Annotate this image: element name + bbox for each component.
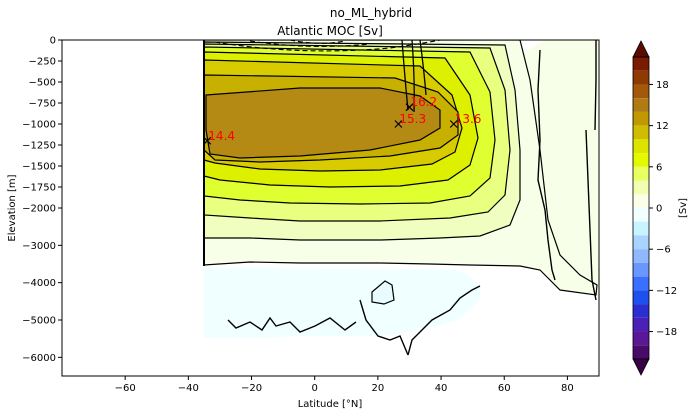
colorbar-band bbox=[633, 276, 649, 291]
colorbar-tick-label: −6 bbox=[656, 245, 671, 256]
bottom-topography-contours bbox=[227, 285, 481, 356]
y-axis-ticks: 0 −250 −500 −750 −1000 −1250 −1500 −1750 −2000 −3… bbox=[22, 36, 62, 364]
colorbar-band bbox=[633, 180, 649, 195]
colorbar-label: [Sv] bbox=[678, 198, 689, 218]
x-tick-label: 0 bbox=[312, 383, 318, 394]
y-tick-label: −3000 bbox=[22, 241, 56, 252]
axes-title: Atlantic MOC [Sv] bbox=[277, 24, 383, 38]
colorbar-band bbox=[633, 166, 649, 181]
contour-fill-16sv bbox=[205, 87, 441, 159]
colorbar-band bbox=[633, 235, 649, 250]
colorbar-extend-max bbox=[632, 40, 650, 58]
annotation-label: 14.4 bbox=[208, 129, 235, 143]
colorbar-band bbox=[633, 194, 649, 208]
x-tick-label: 20 bbox=[372, 383, 385, 394]
colorbar-band bbox=[633, 139, 649, 154]
colorbar-band bbox=[633, 304, 649, 318]
max-annotation: 14.4 bbox=[203, 129, 235, 145]
colorbar: 18 12 6 0 −6 −12 −18 bbox=[632, 40, 677, 376]
plot-area bbox=[62, 40, 599, 376]
y-tick-label: 0 bbox=[50, 36, 56, 47]
colorbar-band bbox=[633, 317, 649, 332]
y-tick-label: −500 bbox=[29, 78, 56, 89]
y-tick-label: −1000 bbox=[22, 120, 56, 131]
colorbar-band bbox=[633, 153, 649, 167]
colorbar-band bbox=[633, 221, 649, 236]
colorbar-tick-label: 6 bbox=[656, 162, 662, 173]
abyssal-cell-fill bbox=[204, 268, 480, 338]
cross-marker bbox=[394, 120, 403, 128]
surface-negative-contours bbox=[214, 40, 441, 52]
colorbar-tick-label: −18 bbox=[656, 327, 677, 338]
y-tick-label: −750 bbox=[29, 99, 56, 110]
colorbar-band bbox=[633, 345, 649, 359]
colorbar-band bbox=[633, 125, 649, 140]
y-tick-label: −2000 bbox=[22, 204, 56, 215]
x-axis-ticks: −60 −40 −20 0 20 40 60 80 bbox=[115, 376, 574, 394]
colorbar-band bbox=[633, 331, 649, 346]
max-annotation: 15.3 bbox=[394, 112, 426, 128]
cross-marker bbox=[203, 136, 212, 145]
colorbar-band bbox=[633, 262, 649, 277]
y-tick-label: −4000 bbox=[22, 278, 56, 289]
colorbar-band bbox=[633, 111, 649, 126]
y-axis-label: Elevation [m] bbox=[7, 174, 18, 241]
colorbar-tick-label: −12 bbox=[656, 286, 677, 297]
colorbar-band bbox=[633, 57, 649, 71]
colorbar-band bbox=[633, 208, 649, 222]
eastern-boundary-lines bbox=[537, 40, 597, 301]
colorbar-extend-min bbox=[632, 358, 650, 376]
y-tick-label: −6000 bbox=[22, 353, 56, 364]
colorbar-band bbox=[633, 290, 649, 305]
max-annotation: 16.2 bbox=[405, 95, 437, 112]
x-tick-label: 40 bbox=[435, 383, 448, 394]
y-tick-label: −1750 bbox=[22, 183, 56, 194]
x-tick-label: −60 bbox=[115, 383, 136, 394]
annotation-markers: 14.4 15.3 16.2 13.6 bbox=[203, 95, 482, 145]
x-tick-label: −40 bbox=[178, 383, 199, 394]
colorbar-tick-label: 12 bbox=[656, 121, 669, 132]
x-tick-label: −20 bbox=[241, 383, 262, 394]
cross-marker bbox=[405, 103, 414, 112]
annotation-label: 15.3 bbox=[399, 112, 426, 126]
max-annotation: 13.6 bbox=[449, 112, 482, 128]
abyssal-lobe-fill bbox=[371, 280, 395, 305]
colorbar-band bbox=[633, 84, 649, 99]
colorbar-band bbox=[633, 70, 649, 85]
colorbar-tick-label: 18 bbox=[656, 80, 669, 91]
colorbar-tick-label: 0 bbox=[656, 204, 662, 215]
x-tick-label: 80 bbox=[561, 383, 574, 394]
y-tick-label: −1500 bbox=[22, 162, 56, 173]
x-tick-label: 60 bbox=[498, 383, 511, 394]
figure-suptitle: no_ML_hybrid bbox=[330, 6, 412, 20]
annotation-label: 16.2 bbox=[410, 95, 437, 109]
y-tick-label: −1250 bbox=[22, 141, 56, 152]
annotation-label: 13.6 bbox=[455, 112, 482, 126]
colorbar-band bbox=[633, 249, 649, 263]
colorbar-band bbox=[633, 98, 649, 112]
y-tick-label: −250 bbox=[29, 57, 56, 68]
y-tick-label: −5000 bbox=[22, 316, 56, 327]
x-axis-label: Latitude [°N] bbox=[298, 399, 363, 410]
cross-marker bbox=[449, 120, 458, 128]
